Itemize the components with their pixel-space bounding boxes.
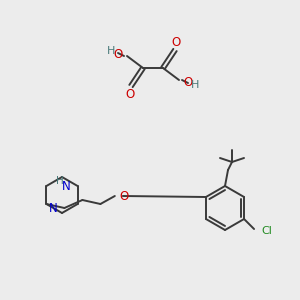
Text: N: N xyxy=(62,179,70,193)
Text: H: H xyxy=(191,80,200,90)
Text: H: H xyxy=(106,46,115,56)
Text: O: O xyxy=(125,88,135,100)
Text: O: O xyxy=(114,47,123,61)
Text: H: H xyxy=(56,176,64,186)
Text: O: O xyxy=(171,35,181,49)
Text: O: O xyxy=(183,76,192,88)
Text: Cl: Cl xyxy=(261,226,272,236)
Text: O: O xyxy=(120,190,129,202)
Text: N: N xyxy=(48,202,57,215)
